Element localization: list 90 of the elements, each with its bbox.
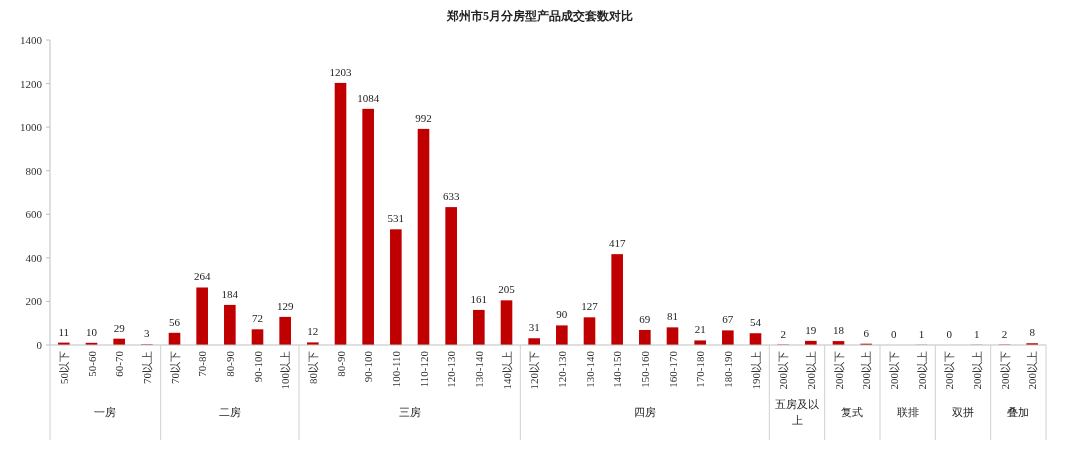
data-label: 19 [805,323,817,336]
data-label: 0 [891,328,898,340]
data-label: 1084 [357,91,380,104]
data-label: 184 [221,287,239,300]
x-tick-label: 80以下 [306,351,319,384]
x-tick-label: 80-90 [223,350,236,377]
y-tick-label: 1200 [20,77,43,90]
data-label: 205 [498,283,516,296]
text: 三房 [398,406,421,418]
chart-title: 郑州市5月分房型产品成交套数对比 [446,9,633,23]
data-label: 29 [113,321,126,334]
data-label: 633 [442,190,460,203]
text: 二房 [218,406,241,418]
data-label: 1 [974,327,980,340]
x-tick-label: 200以上 [915,351,928,390]
x-tick-label: 100以上 [279,351,292,390]
data-label: 6 [863,326,870,339]
x-tick-label: 140以上 [500,351,513,390]
x-tick-label: 120-130 [555,350,568,388]
x-tick-label: 200以上 [1026,351,1039,390]
x-tick-label: 120-130 [445,350,458,388]
x-tick-label: 200以下 [998,351,1011,390]
x-tick-label: 50以下 [57,351,70,384]
data-label: 81 [667,310,678,323]
x-tick-label: 70-80 [196,350,209,377]
text: 叠加 [1007,406,1030,418]
y-tick-label: 200 [25,295,43,308]
data-label: 992 [415,111,432,124]
x-tick-label: 90-100 [251,350,264,383]
x-tick-label: 130-140 [472,350,485,388]
text: 联排 [896,406,919,418]
text: 五房及以上 [775,398,819,426]
data-label: 67 [722,313,734,326]
data-label: 54 [750,316,762,329]
data-label: 2 [1001,327,1008,340]
x-tick-label: 60-70 [113,350,126,377]
x-tick-label: 90-100 [362,350,375,383]
x-tick-label: 190以上 [749,351,762,390]
data-label: 161 [470,292,488,305]
x-tick-label: 100-110 [389,350,402,388]
y-tick-label: 400 [25,251,43,264]
x-tick-label: 200以上 [860,351,873,390]
data-label: 8 [1029,326,1036,339]
x-tick-label: 170-180 [694,350,707,388]
text: 四房 [633,406,656,418]
y-tick-label: 800 [25,164,43,177]
data-label: 417 [608,237,626,250]
x-tick-label: 200以下 [943,351,956,390]
x-tick-label: 200以下 [887,351,900,390]
y-tick-label: 1400 [20,34,43,46]
data-label: 11 [58,325,70,338]
x-tick-label: 200以下 [832,351,845,390]
y-tick-label: 600 [25,208,43,221]
data-label: 18 [833,324,845,337]
data-label: 12 [307,325,319,338]
x-tick-label: 180-190 [721,350,734,388]
data-label: 3 [144,327,151,340]
data-label: 10 [86,325,98,338]
x-tick-label: 50-60 [85,350,98,377]
data-label: 69 [639,312,651,325]
x-tick-label: 120以下 [528,351,541,390]
x-tick-label: 200以下 [777,351,790,390]
data-label: 129 [276,299,294,312]
data-label: 21 [694,323,706,336]
data-label: 531 [387,212,405,225]
data-label: 2 [780,327,786,340]
x-tick-label: 150-160 [638,350,651,388]
text: 双拼 [952,406,974,418]
x-tick-label: 70以下 [168,351,181,384]
data-label: 264 [193,270,211,283]
x-tick-label: 110-120 [417,350,430,388]
text: 复式 [841,406,864,418]
y-tick-label: 0 [36,339,43,351]
x-tick-label: 160-170 [666,350,679,388]
data-label: 72 [252,312,263,325]
x-tick-label: 80-90 [334,350,347,377]
y-tick-label: 1000 [20,121,43,134]
x-tick-label: 200以上 [970,351,983,390]
data-label: 127 [581,300,599,313]
x-tick-label: 130-140 [583,350,596,388]
data-label: 0 [946,328,953,340]
data-label: 31 [528,321,540,334]
data-label: 56 [169,315,181,328]
text: 一房 [94,406,117,418]
data-label: 1203 [329,65,352,78]
data-label: 1 [918,327,925,340]
x-tick-label: 140-150 [611,350,624,388]
data-label: 90 [556,308,568,321]
x-tick-label: 200以上 [804,351,817,390]
x-tick-label: 70以上 [140,351,153,384]
